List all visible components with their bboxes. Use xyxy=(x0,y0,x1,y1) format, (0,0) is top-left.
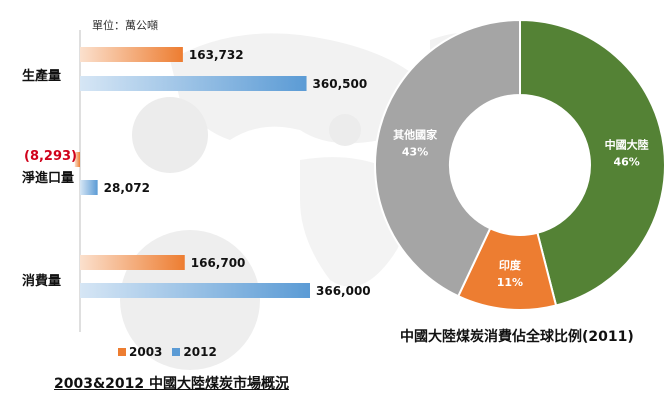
data-label-2003-2: 166,700 xyxy=(191,256,246,270)
data-label-net-import-2003: (8,293) xyxy=(24,149,78,164)
bar-2003-1 xyxy=(74,152,80,167)
legend-label-2012: 2012 xyxy=(183,345,217,359)
legend: 2003 2012 xyxy=(118,345,217,359)
bar-2012-0 xyxy=(80,76,307,91)
bar-2012-2 xyxy=(80,283,310,298)
bar-2003-0 xyxy=(80,47,183,62)
category-label-net-import: 淨進口量 xyxy=(22,171,75,186)
legend-swatch-2003 xyxy=(118,348,126,356)
slice-pct-1: 11% xyxy=(497,276,523,289)
donut-slice-2 xyxy=(374,18,521,298)
slice-pct-0: 46% xyxy=(613,156,639,169)
slice-label-0: 中國大陸 xyxy=(605,138,649,152)
unit-label: 單位：萬公噸 xyxy=(92,19,158,32)
legend-swatch-2012 xyxy=(172,348,181,356)
legend-item-2003: 2003 xyxy=(118,345,162,359)
category-label-consumption: 消費量 xyxy=(22,274,62,289)
bar-chart-title: 2003&2012 中國大陸煤炭市場概況 xyxy=(54,376,290,392)
data-label-2012-0: 360,500 xyxy=(313,77,368,91)
bar-2012-1 xyxy=(80,180,98,195)
data-label-2012-1: 28,072 xyxy=(104,181,150,195)
donut-slice-0 xyxy=(519,18,666,307)
legend-label-2003: 2003 xyxy=(129,345,163,359)
donut-chart-title: 中國大陸煤炭消費佔全球比例(2011) xyxy=(400,329,634,345)
data-label-2003-0: 163,732 xyxy=(189,48,244,62)
slice-pct-2: 43% xyxy=(402,146,428,159)
legend-item-2012: 2012 xyxy=(172,345,217,359)
data-label-2012-2: 366,000 xyxy=(316,284,371,298)
bar-2003-2 xyxy=(80,255,185,270)
category-label-production: 生產量 xyxy=(22,69,62,84)
slice-label-2: 其他國家 xyxy=(393,128,438,142)
slice-label-1: 印度 xyxy=(499,258,522,272)
